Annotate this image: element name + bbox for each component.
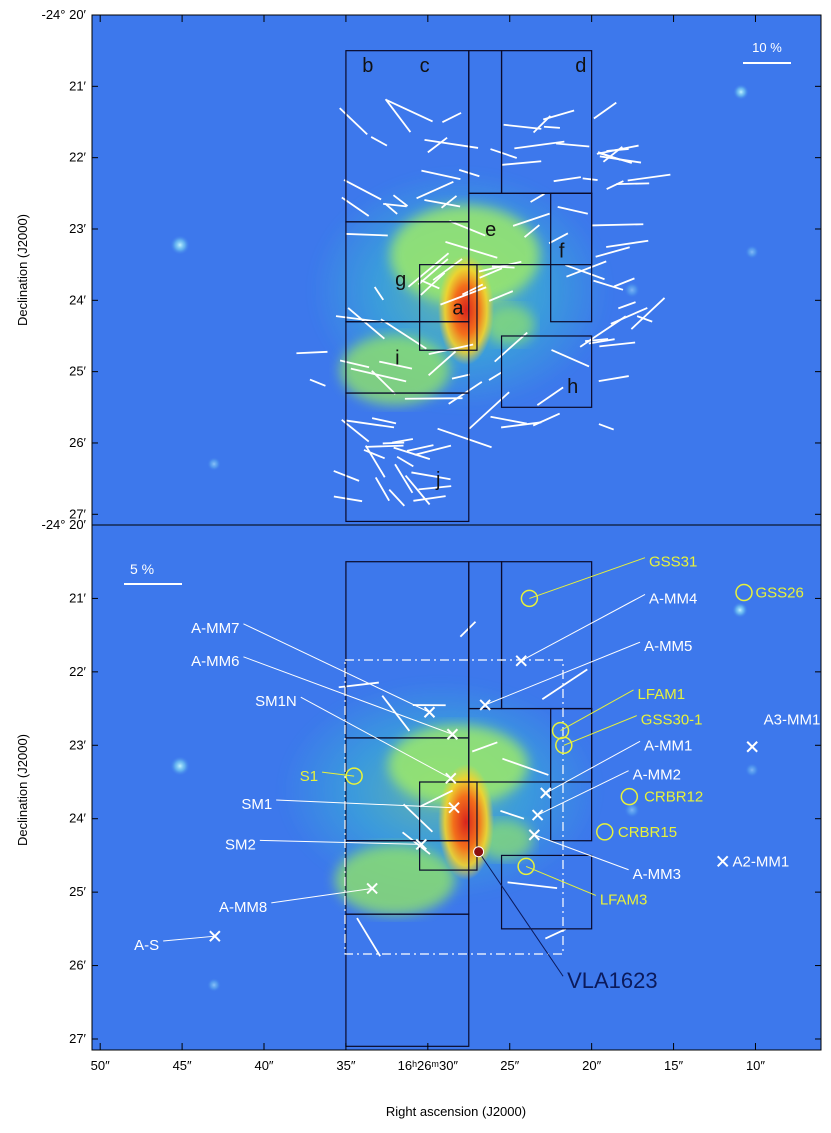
polarization-vector — [383, 443, 404, 444]
x-tick-label: 16ʰ26ᵐ30″ — [398, 1058, 459, 1073]
x-tick-label: 10″ — [746, 1058, 765, 1073]
region-label-h: h — [567, 376, 578, 398]
scale-bar-top-label: 10 % — [752, 40, 782, 55]
source-label-a-mm8: A-MM8 — [219, 899, 267, 916]
source-label-a-mm2: A-MM2 — [633, 767, 681, 784]
source-label-a-s: A-S — [134, 937, 159, 954]
source-label-gss30-1: GSS30-1 — [641, 712, 703, 729]
y-tick-label: 22′ — [69, 150, 86, 165]
source-label-lfam1: LFAM1 — [638, 686, 686, 703]
source-label-sm2: SM2 — [225, 836, 256, 853]
source-label-a-mm5: A-MM5 — [644, 638, 692, 655]
source-marker-vla1623 — [474, 847, 484, 857]
region-label-g: g — [395, 269, 406, 291]
region-label-e: e — [485, 219, 496, 241]
y-tick-label: 25′ — [69, 364, 86, 379]
y-tick-label: 26′ — [69, 435, 86, 450]
source-label-gss31: GSS31 — [649, 554, 697, 571]
source-label-lfam3: LFAM3 — [600, 891, 648, 908]
source-label-crbr12: CRBR12 — [644, 789, 703, 806]
y-tick-label: 23′ — [69, 221, 86, 236]
source-label-a2-mm1: A2-MM1 — [733, 853, 790, 870]
y-tick-label: 25′ — [69, 884, 86, 899]
y-tick-label: 22′ — [69, 664, 86, 679]
region-label-f: f — [559, 241, 565, 263]
source-label-vla1623: VLA1623 — [567, 968, 658, 993]
y-tick-label: -24° 20′ — [42, 7, 87, 22]
source-label-a-mm3: A-MM3 — [633, 866, 681, 883]
y-tick-label: 26′ — [69, 958, 86, 973]
source-label-gss26: GSS26 — [755, 585, 803, 602]
y-tick-label: 21′ — [69, 78, 86, 93]
y-axis-label-top: Declination (J2000) — [15, 214, 30, 326]
source-label-a3-mm1: A3-MM1 — [764, 712, 821, 729]
y-tick-label: 27′ — [69, 1031, 86, 1046]
x-tick-label: 45″ — [173, 1058, 192, 1073]
x-axis-label: Right ascension (J2000) — [386, 1104, 526, 1119]
region-label-b: b — [362, 55, 373, 77]
y-tick-label: 24′ — [69, 811, 86, 826]
y-tick-label: 24′ — [69, 292, 86, 307]
source-label-crbr15: CRBR15 — [618, 824, 677, 841]
source-label-a-mm1: A-MM1 — [644, 737, 692, 754]
x-tick-label: 15″ — [664, 1058, 683, 1073]
x-tick-label: 40″ — [254, 1058, 273, 1073]
region-label-c: c — [420, 55, 430, 77]
y-axis-label-bottom: Declination (J2000) — [15, 734, 30, 846]
source-label-a-mm4: A-MM4 — [649, 590, 697, 607]
y-tick-label: 23′ — [69, 737, 86, 752]
polarization-vector — [616, 183, 649, 184]
x-tick-label: 35″ — [336, 1058, 355, 1073]
region-label-a: a — [452, 298, 464, 320]
source-label-sm1n: SM1N — [255, 693, 297, 710]
region-label-j: j — [435, 469, 440, 491]
polarization-vector — [366, 446, 404, 447]
source-label-s1: S1 — [300, 768, 318, 785]
y-tick-label: 21′ — [69, 590, 86, 605]
source-label-a-mm7: A-MM7 — [191, 620, 239, 637]
polarization-vector — [405, 398, 463, 399]
y-tick-label: -24° 20′ — [42, 517, 87, 532]
source-label-sm1: SM1 — [241, 796, 272, 813]
x-tick-label: 25″ — [500, 1058, 519, 1073]
scale-bar-bottom-label: 5 % — [130, 561, 154, 577]
region-label-d: d — [575, 55, 586, 77]
polarization-vector — [591, 224, 643, 225]
x-tick-label: 20″ — [582, 1058, 601, 1073]
x-tick-label: 50″ — [91, 1058, 110, 1073]
source-label-a-mm6: A-MM6 — [191, 653, 239, 670]
region-label-i: i — [395, 348, 399, 370]
panel-top: b c d e f g a i h j 10 % -24° 20′ 21′ 22′ 23′ 24′ 25′ 2… — [42, 7, 822, 525]
polarization-vector — [544, 127, 560, 128]
